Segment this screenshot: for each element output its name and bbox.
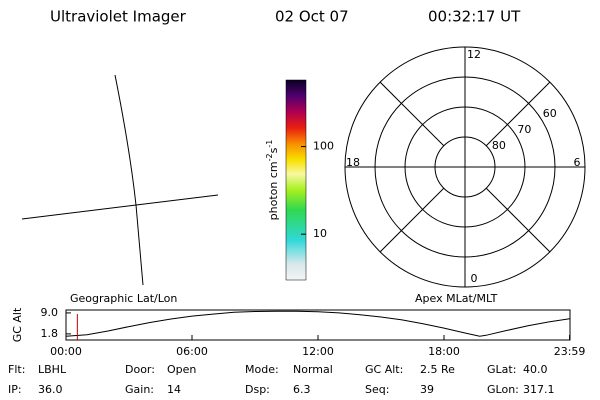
x-tick-label: 06:00 xyxy=(176,345,208,358)
info-label: IP: xyxy=(8,383,22,396)
date: 02 Oct 07 xyxy=(275,8,349,26)
info-value: 6.3 xyxy=(293,383,311,396)
map-label: Geographic Lat/Lon xyxy=(70,292,177,305)
info-value: Normal xyxy=(293,363,333,376)
info-value: 40.0 xyxy=(523,363,548,376)
info-label: Flt: xyxy=(8,363,25,376)
colorbar-label: photon cm-2s-1 xyxy=(265,140,280,221)
info-label: GLon: xyxy=(487,383,519,396)
info-value: 36.0 xyxy=(38,383,63,396)
x-tick-label: 23:59 xyxy=(554,345,586,358)
lat-label: 80 xyxy=(492,139,506,152)
x-tick-label: 18:00 xyxy=(428,345,460,358)
colorbar-tick-label: 10 xyxy=(313,227,327,240)
info-label: GLat: xyxy=(487,363,516,376)
info-label: Door: xyxy=(125,363,155,376)
unit-exp: -1 xyxy=(265,140,274,148)
info-label: GC Alt: xyxy=(365,363,403,376)
y-tick-label: 1.8 xyxy=(41,327,59,340)
mlt-label: 18 xyxy=(346,156,360,169)
info-label: Gain: xyxy=(125,383,154,396)
lat-label: 60 xyxy=(543,107,557,120)
title: Ultraviolet Imager xyxy=(50,8,187,26)
info-value: 317.1 xyxy=(523,383,555,396)
time: 00:32:17 UT xyxy=(428,8,521,26)
mlt-label: 0 xyxy=(471,272,478,285)
x-tick-label: 00:00 xyxy=(50,345,82,358)
colorbar xyxy=(285,79,307,281)
polar-diagonal xyxy=(485,187,551,253)
altitude-curve xyxy=(65,310,570,337)
info-label: Mode: xyxy=(245,363,279,376)
info-value: LBHL xyxy=(38,363,67,376)
info-value: Open xyxy=(167,363,196,376)
info-label: Dsp: xyxy=(245,383,270,396)
unit: photon cm xyxy=(267,161,280,220)
polar-label: Apex MLat/MLT xyxy=(415,292,498,305)
map-meridian xyxy=(114,74,144,286)
unit-exp: -2 xyxy=(265,153,274,161)
info-label: Seq: xyxy=(365,383,389,396)
mlt-label: 12 xyxy=(467,48,481,61)
info-value: 2.5 Re xyxy=(420,363,455,376)
unit: s xyxy=(267,147,280,153)
alt-ylabel: GC Alt xyxy=(11,307,24,342)
polar-diagonal xyxy=(485,81,551,147)
info-value: 39 xyxy=(420,383,434,396)
colorbar-tick-label: 100 xyxy=(313,140,334,153)
mlt-label: 6 xyxy=(574,156,581,169)
x-tick-label: 12:00 xyxy=(302,345,334,358)
map-parallel xyxy=(21,194,219,220)
lat-label: 70 xyxy=(517,123,531,136)
polar-diagonal xyxy=(379,187,445,253)
info-value: 14 xyxy=(167,383,181,396)
y-tick-label: 9.0 xyxy=(41,306,59,319)
polar-diagonal xyxy=(379,81,445,147)
